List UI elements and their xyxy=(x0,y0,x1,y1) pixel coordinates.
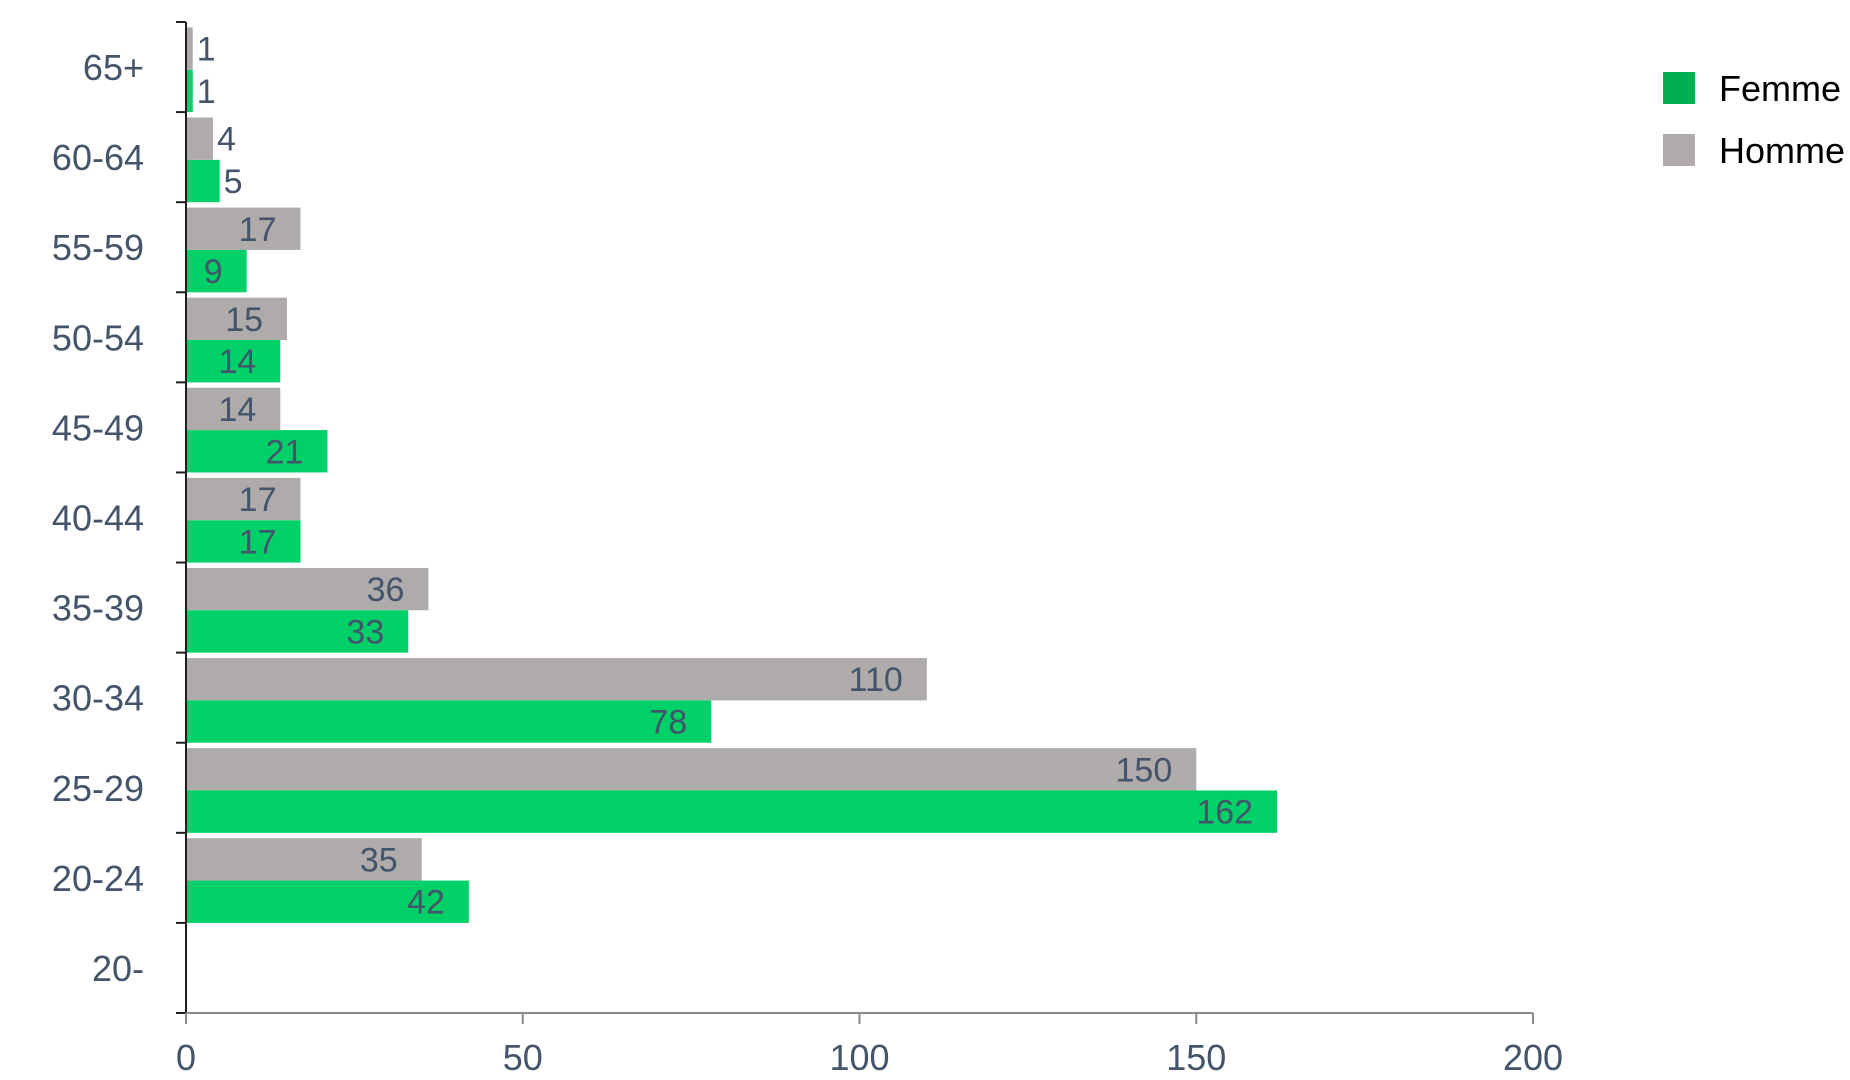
bar-homme-60-64 xyxy=(186,117,213,160)
data-label-homme-30-34: 110 xyxy=(849,661,903,699)
data-label-femme-35-39: 33 xyxy=(346,613,384,651)
bar-homme-55-59 xyxy=(186,207,301,250)
bar-homme-20-24 xyxy=(186,838,422,881)
bar-femme-35-39 xyxy=(186,610,409,653)
legend-swatch-femme xyxy=(1663,72,1695,104)
data-label-homme-55-59: 17 xyxy=(239,211,277,249)
x-tick-label-50: 50 xyxy=(503,1037,543,1078)
data-label-femme-60-64: 5 xyxy=(224,163,243,201)
bar-homme-30-34 xyxy=(186,658,927,701)
legend: Femme Homme xyxy=(1663,68,1845,171)
data-label-femme-20-24: 42 xyxy=(407,884,445,922)
data-label-homme-20-24: 35 xyxy=(360,841,398,879)
data-label-homme-60-64: 4 xyxy=(217,121,236,159)
y-tick-label-45-49: 45-49 xyxy=(52,407,144,448)
data-label-homme-45-49: 14 xyxy=(218,391,256,429)
bar-femme-45-49 xyxy=(186,430,328,473)
legend-label-homme: Homme xyxy=(1719,130,1845,171)
bar-femme-50-54 xyxy=(186,340,281,383)
data-label-femme-30-34: 78 xyxy=(650,704,688,742)
bar-homme-65 xyxy=(186,27,193,70)
x-tick-label-200: 200 xyxy=(1503,1037,1563,1078)
x-tick-label-150: 150 xyxy=(1166,1037,1226,1078)
data-label-femme-25-29: 162 xyxy=(1196,794,1253,832)
data-label-homme-65: 1 xyxy=(197,31,216,69)
bar-femme-60-64 xyxy=(186,159,220,203)
bar-femme-65 xyxy=(186,69,193,113)
data-label-femme-40-44: 17 xyxy=(239,523,277,561)
bar-femme-40-44 xyxy=(186,520,301,563)
data-label-femme-65: 1 xyxy=(197,73,216,111)
data-label-homme-35-39: 36 xyxy=(367,571,405,609)
y-tick-label-35-39: 35-39 xyxy=(52,588,144,629)
data-label-homme-40-44: 17 xyxy=(239,481,277,519)
data-label-femme-55-59: 9 xyxy=(204,253,223,291)
data-label-femme-45-49: 21 xyxy=(266,433,304,471)
bars-group xyxy=(186,27,1278,923)
y-tick-label-60-64: 60-64 xyxy=(52,137,144,178)
y-tick-label-55-59: 55-59 xyxy=(52,227,144,268)
y-tick-label-40-44: 40-44 xyxy=(52,498,144,539)
x-tick-label-100: 100 xyxy=(829,1037,889,1078)
axes-group: 20-20-2425-2930-3435-3940-4445-4950-5455… xyxy=(52,21,1563,1078)
data-label-homme-50-54: 15 xyxy=(225,301,263,339)
legend-label-femme: Femme xyxy=(1719,68,1841,109)
bar-homme-50-54 xyxy=(186,297,288,341)
bar-homme-25-29 xyxy=(186,748,1197,791)
bar-homme-35-39 xyxy=(186,567,429,611)
bar-femme-30-34 xyxy=(186,700,712,743)
y-tick-label-25-29: 25-29 xyxy=(52,768,144,809)
bar-femme-20-24 xyxy=(186,880,469,923)
bar-homme-45-49 xyxy=(186,387,281,431)
x-tick-label-0: 0 xyxy=(176,1037,196,1078)
y-tick-label-30-34: 30-34 xyxy=(52,678,144,719)
y-tick-label-65: 65+ xyxy=(83,47,144,88)
y-tick-label-20-24: 20-24 xyxy=(52,858,144,899)
bar-femme-55-59 xyxy=(186,249,247,293)
bar-femme-25-29 xyxy=(186,790,1278,833)
y-tick-label-20: 20- xyxy=(92,948,144,989)
y-tick-label-50-54: 50-54 xyxy=(52,317,144,358)
legend-swatch-homme xyxy=(1663,134,1695,166)
data-label-femme-50-54: 14 xyxy=(218,343,256,381)
data-label-homme-25-29: 150 xyxy=(1116,751,1173,789)
bar-homme-40-44 xyxy=(186,477,301,521)
